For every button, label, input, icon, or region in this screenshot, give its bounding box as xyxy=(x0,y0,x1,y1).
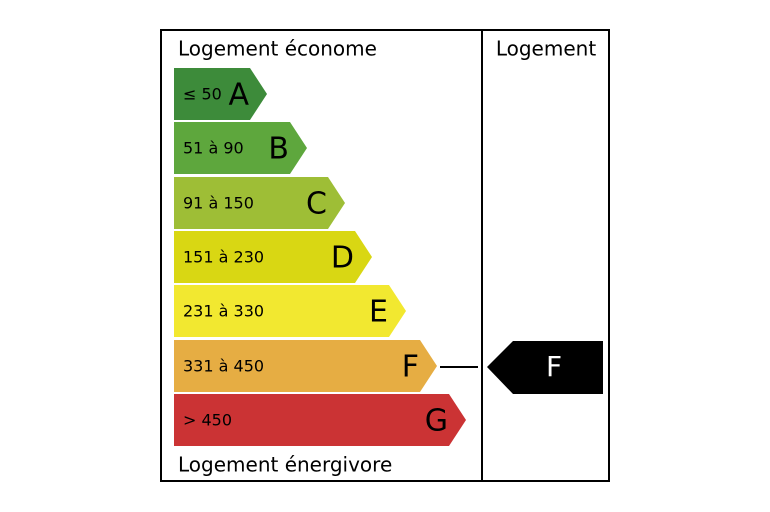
outer-frame xyxy=(160,29,610,482)
left-title: Logement économe xyxy=(178,37,377,61)
band-arrow xyxy=(174,122,307,174)
band-range: > 450 xyxy=(183,411,232,430)
band-range: 51 à 90 xyxy=(183,139,244,158)
band-range: 231 à 330 xyxy=(183,302,264,321)
band-letter: D xyxy=(331,241,354,276)
band-arrow xyxy=(174,231,372,283)
rating-arrow xyxy=(487,341,603,394)
band-range: ≤ 50 xyxy=(183,85,222,104)
band-arrow xyxy=(174,285,406,337)
rating-letter: F xyxy=(546,350,562,383)
band-range: 151 à 230 xyxy=(183,248,264,267)
band-arrow xyxy=(174,177,345,229)
band-arrow xyxy=(174,68,267,120)
band-letter: E xyxy=(369,295,388,330)
band-letter: A xyxy=(228,78,249,113)
footer-title: Logement énergivore xyxy=(178,453,392,477)
band-arrow xyxy=(174,340,437,392)
band-letter: B xyxy=(268,132,289,167)
band-range: 331 à 450 xyxy=(183,357,264,376)
band-arrow xyxy=(174,394,466,446)
band-letter: G xyxy=(425,404,448,439)
band-letter: C xyxy=(306,187,327,222)
right-title: Logement xyxy=(496,37,596,61)
band-letter: F xyxy=(402,350,419,385)
band-range: 91 à 150 xyxy=(183,194,254,213)
